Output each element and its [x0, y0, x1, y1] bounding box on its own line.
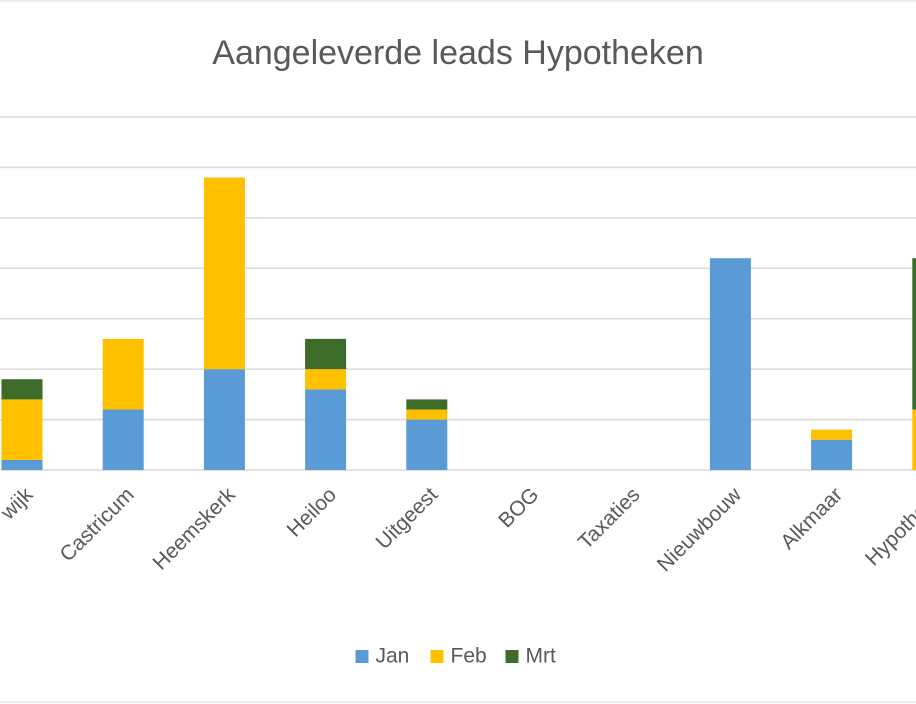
legend-label: Jan — [376, 645, 410, 668]
bar — [912, 258, 916, 410]
bar — [203, 369, 245, 470]
x-tick-label: Uitgeest — [372, 483, 443, 554]
x-tick-label: BOG — [494, 483, 543, 532]
bar — [203, 177, 245, 370]
bar — [406, 409, 448, 420]
legend-swatch — [505, 650, 519, 663]
x-tick-label: Castricum — [56, 483, 139, 566]
x-tick-label: Heiloo — [283, 483, 341, 541]
legend-label: Mrt — [526, 645, 556, 668]
bar — [811, 439, 853, 470]
x-tick-label: Alkmaar — [776, 483, 847, 554]
legend-label: Feb — [451, 645, 487, 668]
x-tick-label: wijk — [0, 483, 38, 525]
x-tick-label: Heemskerk — [148, 483, 240, 575]
legend-swatch — [355, 650, 369, 663]
bar — [811, 429, 853, 440]
bar — [406, 399, 448, 410]
bar — [305, 338, 347, 370]
x-tick-label: Nieuwbouw — [653, 483, 747, 577]
x-tick-label: Taxaties — [574, 483, 645, 554]
bar — [1, 459, 43, 470]
bar — [709, 258, 751, 470]
bar — [406, 419, 448, 470]
bar — [102, 338, 144, 410]
bar — [1, 379, 43, 400]
x-tick-label: Hypotheke — [861, 483, 916, 570]
chart-title: Aangeleverde leads Hypotheken — [212, 34, 703, 72]
bar — [912, 409, 916, 470]
legend-swatch — [430, 650, 444, 663]
bar — [305, 389, 347, 470]
bar — [305, 369, 347, 390]
bar — [102, 409, 144, 470]
bar — [1, 399, 43, 460]
